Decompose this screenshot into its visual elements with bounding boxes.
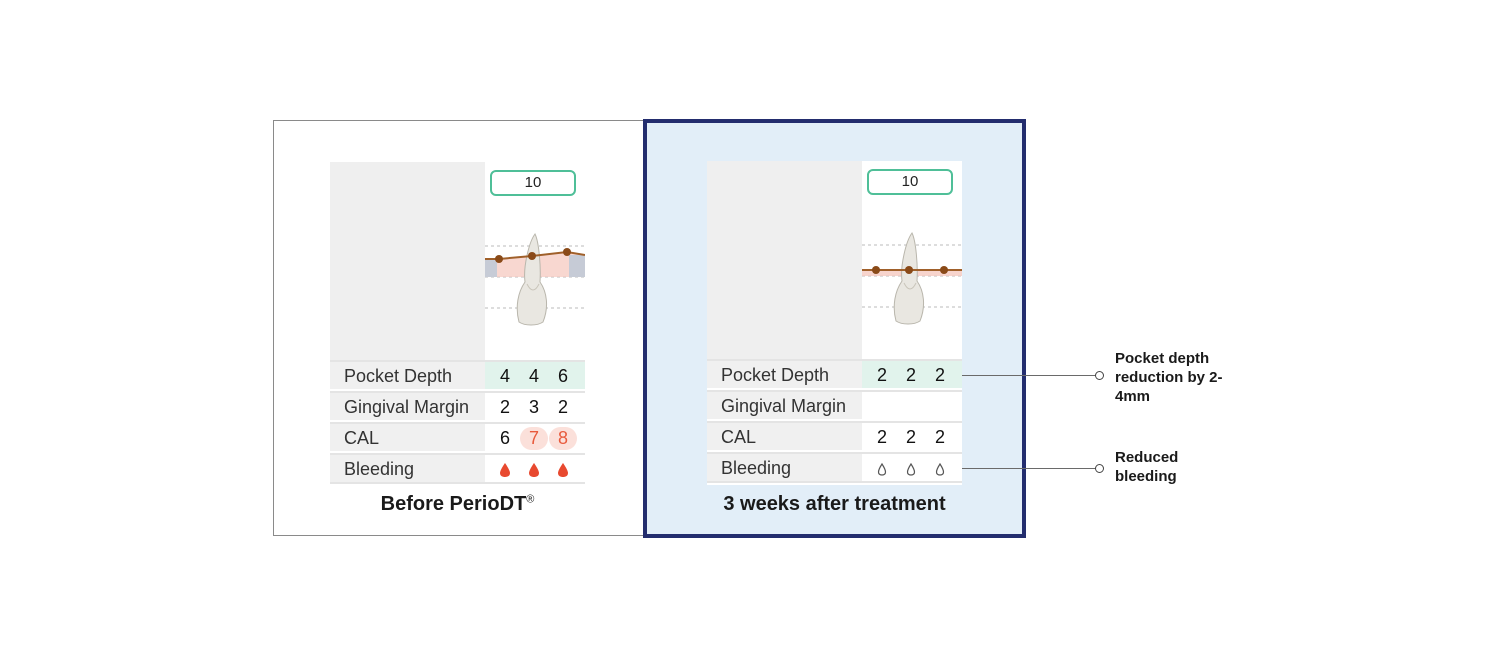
registered-mark: ® [526,493,535,506]
before-tooth-icon [485,233,585,326]
before-caption: Before PerioDT® [330,493,585,516]
row-values [485,455,585,482]
value-cell: 2 [557,397,568,417]
no-bleeding-drop-icon [867,454,897,481]
before-chart-card: 10 Pocket Depth 4 4 6 [330,162,585,486]
pocket-depth-callout-dot [1095,371,1104,380]
row-label: Gingival Margin [330,393,485,420]
value-cell [867,392,897,419]
bleeding-drop-icon [548,455,578,482]
value-cell: 6 [557,366,568,386]
after-image-area [707,161,862,359]
before-panel: 10 Pocket Depth 4 4 6 [273,120,645,536]
row-label: Bleeding [707,454,862,481]
after-chart-card: 10 Pocket Depth 2 2 2 Gin [707,161,962,485]
value-cell: 2 [876,427,887,447]
after-gingival-margin-row: Gingival Margin [707,390,962,419]
row-values [862,392,962,419]
pocket-depth-callout-line [962,375,1096,376]
before-tooth-area: 10 [485,162,585,360]
row-values: 2 2 2 [862,361,962,388]
row-values [862,454,962,481]
value-cell [896,392,926,419]
after-tooth-number: 10 [867,169,953,195]
value-cell: 2 [905,365,916,385]
value-cell [925,392,955,419]
bleeding-callout-dot [1095,464,1104,473]
row-values: 2 2 2 [862,423,962,450]
value-cell: 2 [934,365,945,385]
after-panel: 10 Pocket Depth 2 2 2 Gin [643,119,1026,538]
after-cal-row: CAL 2 2 2 [707,421,962,450]
after-tooth-area: 10 [862,161,962,359]
value-cell: 4 [528,366,539,386]
no-bleeding-drop-icon [896,454,926,481]
before-tooth-number: 10 [490,170,576,196]
bleeding-callout-text: Reduced bleeding [1115,449,1179,485]
row-values: 4 4 6 [485,362,585,389]
value-cell-highlight: 7 [519,424,549,451]
before-image-area [330,162,485,360]
value-cell: 2 [876,365,887,385]
value-cell: 2 [499,397,510,417]
row-label: CAL [330,424,485,451]
before-pocket-depth-row: Pocket Depth 4 4 6 [330,360,585,389]
value-cell: 4 [499,366,510,386]
row-label: Bleeding [330,455,485,482]
before-bleeding-row: Bleeding [330,453,585,484]
row-label: CAL [707,423,862,450]
bleeding-drop-icon [519,455,549,482]
after-caption: 3 weeks after treatment [723,493,946,515]
no-bleeding-drop-icon [925,454,955,481]
after-pocket-depth-row: Pocket Depth 2 2 2 [707,359,962,388]
before-caption-text: Before PerioDT [380,493,527,515]
value-cell: 2 [905,427,916,447]
bleeding-callout-line [962,468,1096,469]
value-cell-highlight: 8 [548,424,578,451]
bleeding-drop-icon [490,455,520,482]
row-values: 6 7 8 [485,424,585,451]
before-cal-row: CAL 6 7 8 [330,422,585,451]
after-tooth-icon [862,232,962,325]
row-values: 2 3 2 [485,393,585,420]
before-gingival-margin-row: Gingival Margin 2 3 2 [330,391,585,420]
row-label: Pocket Depth [707,361,862,388]
value-cell: 6 [499,428,510,448]
value-cell: 3 [528,397,539,417]
value-cell: 2 [934,427,945,447]
row-label: Pocket Depth [330,362,485,389]
row-label: Gingival Margin [707,392,862,419]
pocket-depth-callout-text: Pocket depth reduction by 2-4mm [1115,350,1223,405]
after-bleeding-row: Bleeding [707,452,962,483]
